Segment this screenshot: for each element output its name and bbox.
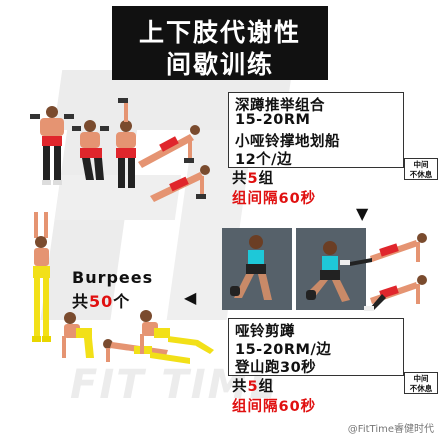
exercise-2-reps: 15-20RM/边 [235,342,332,358]
exercise-1-info-box: 深蹲推举组合 15-20RM 小哑铃撑地划船 12个/边 [228,92,404,168]
exercise-1-second-move: 小哑铃撑地划船 [235,134,340,150]
figure-burpee-squat [140,310,214,354]
source-credit: @FitTime睿健时代 [347,424,434,435]
burpee-ground-illustration [62,310,214,364]
squat-press-row-illustration [30,98,210,202]
exercise-2-no-rest-badge: 中间 不休息 [404,372,438,394]
exercise-2-second-move: 登山跑30秒 [235,360,317,376]
exercise-1-no-rest-badge: 中间 不休息 [404,158,438,180]
exercise-2-name: 哑铃剪蹲 [235,324,295,340]
exercise-1-sets: 共5组 [232,171,275,187]
arrow-down-icon: ▼ [356,204,369,223]
figure-press [116,98,136,188]
figure-squat [72,120,109,180]
figure-climber-2 [364,275,427,311]
figure-plank-row-2 [150,165,210,202]
lunge-photo-2 [296,228,366,310]
title-line-1: 上下肢代谢性 [138,18,301,47]
figure-climber-1 [340,233,427,266]
exercise-1-name: 深蹲推举组合 [235,98,325,114]
burpee-jump-illustration [32,212,51,342]
exercise-1-count: 12个/边 [235,152,292,168]
title-banner: 上下肢代谢性 间歇训练 [112,6,328,80]
mountain-climber-illustration [340,233,427,311]
burpees-count: 共50个 [72,292,131,311]
title-line-2: 间歇训练 [165,50,274,79]
figure-burpee-crouch [62,312,94,358]
exercise-1-rest: 组间隔60秒 [232,191,317,207]
figure-standing [30,106,74,185]
exercise-2-sets: 共5组 [232,379,275,395]
arrow-left-icon: ◀ [184,288,197,307]
lunge-photo-1 [222,228,292,310]
exercise-1-reps: 15-20RM [235,112,311,128]
exercise-2-info-box: 哑铃剪蹲 15-20RM/边 登山跑30秒 [228,318,404,376]
figure-plank-row-1 [138,125,200,168]
exercise-2-rest: 组间隔60秒 [232,399,317,415]
burpees-title: Burpees [72,268,154,287]
